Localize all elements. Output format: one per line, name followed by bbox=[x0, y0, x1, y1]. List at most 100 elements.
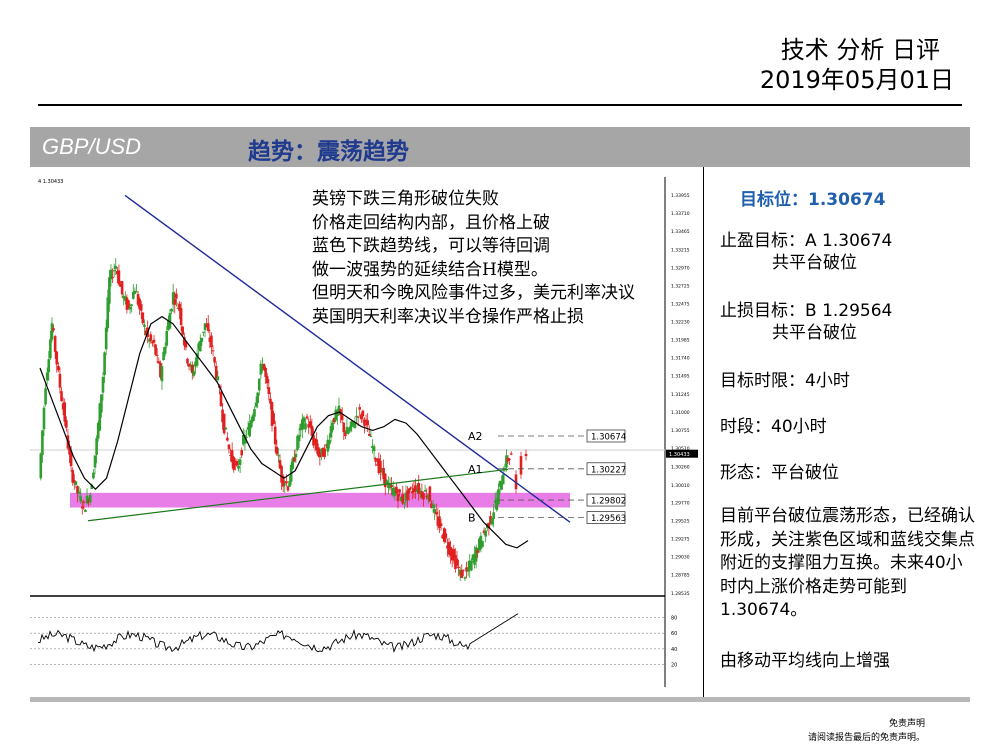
candle-body bbox=[198, 341, 202, 352]
candle-body bbox=[230, 450, 234, 463]
candle-body bbox=[353, 422, 357, 428]
candle-body bbox=[168, 313, 172, 329]
candle-body bbox=[141, 312, 145, 324]
candle-body bbox=[133, 290, 137, 294]
candle-body bbox=[93, 455, 97, 468]
candle-body bbox=[249, 420, 253, 428]
candle-body bbox=[98, 403, 102, 431]
candle-body bbox=[473, 553, 476, 565]
candle-body bbox=[436, 516, 440, 526]
candle-body bbox=[167, 319, 170, 331]
candle-body bbox=[283, 484, 287, 486]
candle-body bbox=[232, 457, 236, 470]
candle-body bbox=[155, 354, 159, 356]
candle-body bbox=[347, 429, 350, 434]
candle-body bbox=[450, 551, 454, 561]
candle-body bbox=[79, 496, 82, 502]
candle-body bbox=[240, 450, 244, 456]
candle-body bbox=[237, 466, 240, 469]
oscillator-level-label: 20 bbox=[671, 662, 677, 668]
candle-body bbox=[468, 560, 472, 570]
candle-body bbox=[409, 487, 413, 489]
candle-body bbox=[265, 376, 269, 384]
level-value: 1.29802 bbox=[591, 497, 626, 507]
candle-body bbox=[243, 435, 247, 444]
candle-body bbox=[49, 339, 52, 359]
candle-body bbox=[108, 277, 111, 304]
candle-body bbox=[411, 491, 414, 494]
disclaimer-text: 请阅读报告最后的免责声明。 bbox=[808, 733, 926, 743]
candle-body bbox=[313, 438, 317, 445]
candle-body bbox=[221, 409, 224, 423]
candle-body bbox=[312, 435, 315, 446]
candle-body bbox=[360, 414, 363, 420]
candle-body bbox=[460, 570, 464, 578]
panel-divider bbox=[703, 167, 704, 697]
candle-body bbox=[449, 546, 452, 556]
candle-body bbox=[159, 362, 162, 378]
price-tick-label: 1.29525 bbox=[671, 518, 690, 524]
candle-body bbox=[90, 484, 94, 489]
candle-body bbox=[262, 363, 266, 371]
candle-body bbox=[275, 446, 279, 455]
candle-body bbox=[495, 498, 499, 511]
candle-body bbox=[288, 481, 291, 487]
support-trendline bbox=[87, 468, 509, 522]
candle-body bbox=[227, 444, 231, 450]
candle-body bbox=[366, 420, 369, 426]
candle-body bbox=[55, 351, 59, 365]
price-tick-label: 1.33955 bbox=[671, 193, 690, 199]
candle-body bbox=[355, 415, 358, 417]
support-zone bbox=[70, 492, 570, 508]
candle-body bbox=[184, 341, 188, 348]
candle-body bbox=[481, 540, 484, 548]
price-tick-label: 1.29275 bbox=[671, 537, 690, 543]
target-label: 目标位： bbox=[740, 190, 808, 210]
price-tick-label: 1.32475 bbox=[671, 302, 690, 308]
candle-body bbox=[253, 409, 256, 417]
time-limit: 目标时限：4小时 bbox=[720, 371, 850, 391]
candle-body bbox=[447, 542, 451, 555]
candle-body bbox=[58, 373, 62, 388]
header-divider bbox=[38, 104, 962, 106]
candle-body bbox=[414, 485, 417, 493]
candle-body bbox=[80, 506, 84, 509]
candle-body bbox=[52, 328, 55, 331]
candle-body bbox=[304, 423, 307, 430]
candle-body bbox=[503, 468, 507, 470]
candle-body bbox=[245, 436, 248, 438]
candle-body bbox=[95, 438, 98, 455]
candle-body bbox=[254, 402, 258, 407]
candle-body bbox=[103, 352, 106, 375]
candle-body bbox=[213, 357, 216, 363]
candle-body bbox=[474, 547, 478, 562]
candle-body bbox=[348, 426, 352, 431]
candle-body bbox=[442, 528, 446, 542]
take-profit: 止盈目标：A 1.30674 bbox=[720, 231, 893, 251]
report-title: 技术 分析 日评 bbox=[780, 36, 940, 64]
pattern: 形态：平台破位 bbox=[720, 463, 839, 483]
candle-body bbox=[71, 470, 74, 483]
candle-body bbox=[222, 413, 226, 434]
candle-body bbox=[465, 567, 468, 572]
candle-body bbox=[321, 448, 325, 457]
candle-body bbox=[358, 407, 362, 410]
candle-body bbox=[195, 353, 199, 366]
candle-body bbox=[419, 490, 422, 492]
candle-body bbox=[508, 458, 511, 460]
candle-body bbox=[434, 512, 438, 515]
price-tick-label: 1.30260 bbox=[671, 464, 690, 470]
candle-body bbox=[210, 335, 213, 348]
candle-body bbox=[92, 472, 95, 479]
candle-body bbox=[205, 324, 208, 327]
candle-body bbox=[178, 303, 181, 311]
candle-body bbox=[426, 494, 430, 500]
candle-body bbox=[65, 420, 68, 428]
price-tick-label: 1.30010 bbox=[671, 483, 690, 489]
candle-body bbox=[398, 489, 401, 493]
candle-body bbox=[154, 344, 157, 355]
candle-body bbox=[269, 398, 272, 404]
report-date: 2019年05月01日 bbox=[759, 66, 954, 94]
candle-body bbox=[117, 270, 121, 285]
candle-body bbox=[202, 331, 205, 333]
